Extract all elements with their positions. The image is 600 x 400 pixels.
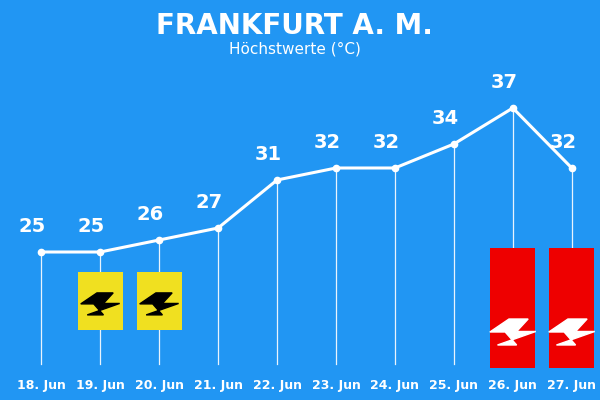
Text: 27. Jun: 27. Jun bbox=[547, 379, 596, 392]
Polygon shape bbox=[81, 293, 119, 315]
Polygon shape bbox=[549, 319, 595, 345]
Text: 20. Jun: 20. Jun bbox=[134, 379, 184, 392]
Polygon shape bbox=[140, 293, 179, 315]
Text: 32: 32 bbox=[373, 133, 400, 152]
Text: Höchstwerte (°C): Höchstwerte (°C) bbox=[229, 42, 361, 57]
Text: 32: 32 bbox=[314, 133, 341, 152]
Bar bbox=[490, 248, 535, 368]
Text: 25: 25 bbox=[19, 217, 46, 236]
Text: 25: 25 bbox=[78, 217, 105, 236]
Text: 26. Jun: 26. Jun bbox=[488, 379, 537, 392]
Text: 22. Jun: 22. Jun bbox=[253, 379, 302, 392]
Bar bbox=[78, 272, 122, 330]
Text: FRANKFURT A. M.: FRANKFURT A. M. bbox=[156, 12, 433, 40]
Bar bbox=[550, 248, 594, 368]
Text: 37: 37 bbox=[490, 73, 517, 92]
Text: 25. Jun: 25. Jun bbox=[430, 379, 478, 392]
Text: 27: 27 bbox=[196, 193, 223, 212]
Text: 18. Jun: 18. Jun bbox=[17, 379, 65, 392]
Text: 26: 26 bbox=[137, 205, 164, 224]
Text: 21. Jun: 21. Jun bbox=[194, 379, 242, 392]
Bar bbox=[137, 272, 182, 330]
Text: 31: 31 bbox=[254, 145, 282, 164]
Text: 34: 34 bbox=[431, 109, 458, 128]
Text: 32: 32 bbox=[550, 133, 577, 152]
Text: 24. Jun: 24. Jun bbox=[370, 379, 419, 392]
Text: 23. Jun: 23. Jun bbox=[311, 379, 361, 392]
Text: 19. Jun: 19. Jun bbox=[76, 379, 125, 392]
Polygon shape bbox=[490, 319, 536, 345]
